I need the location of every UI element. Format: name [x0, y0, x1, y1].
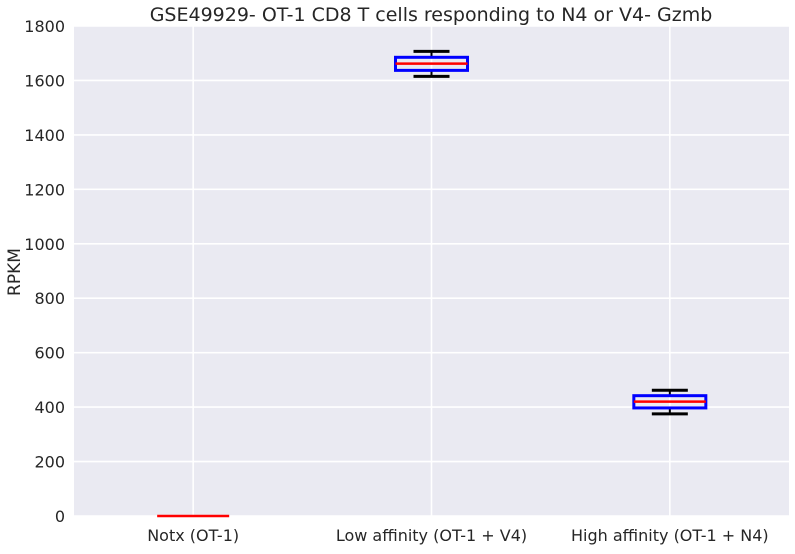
y-tick-label: 400 — [34, 398, 65, 417]
y-tick-label: 1600 — [24, 71, 65, 90]
y-tick-label: 1200 — [24, 180, 65, 199]
y-tick-label: 200 — [34, 453, 65, 472]
boxes-layer — [157, 49, 708, 518]
x-tick-label: Low affinity (OT-1 + V4) — [336, 526, 527, 545]
y-tick-label: 1000 — [24, 235, 65, 254]
y-tick-label: 0 — [55, 507, 65, 526]
y-tick-label: 600 — [34, 344, 65, 363]
y-tick-label: 1800 — [24, 17, 65, 36]
y-axis-label: RPKM — [5, 248, 25, 296]
y-tick-label: 800 — [34, 289, 65, 308]
box-group — [394, 49, 469, 78]
chart-title: GSE49929- OT-1 CD8 T cells responding to… — [150, 4, 713, 26]
y-tick-label: 1400 — [24, 126, 65, 145]
x-tick-labels: Notx (OT-1) Low affinity (OT-1 + V4) High … — [147, 526, 768, 545]
x-tick-label: High affinity (OT-1 + N4) — [571, 526, 769, 545]
y-tick-labels: 0 200 400 600 800 1000 1200 1400 1600 1800 — [24, 17, 65, 526]
x-tick-label: Notx (OT-1) — [147, 526, 239, 545]
box-group — [632, 388, 708, 416]
grid-lines — [74, 25, 789, 517]
